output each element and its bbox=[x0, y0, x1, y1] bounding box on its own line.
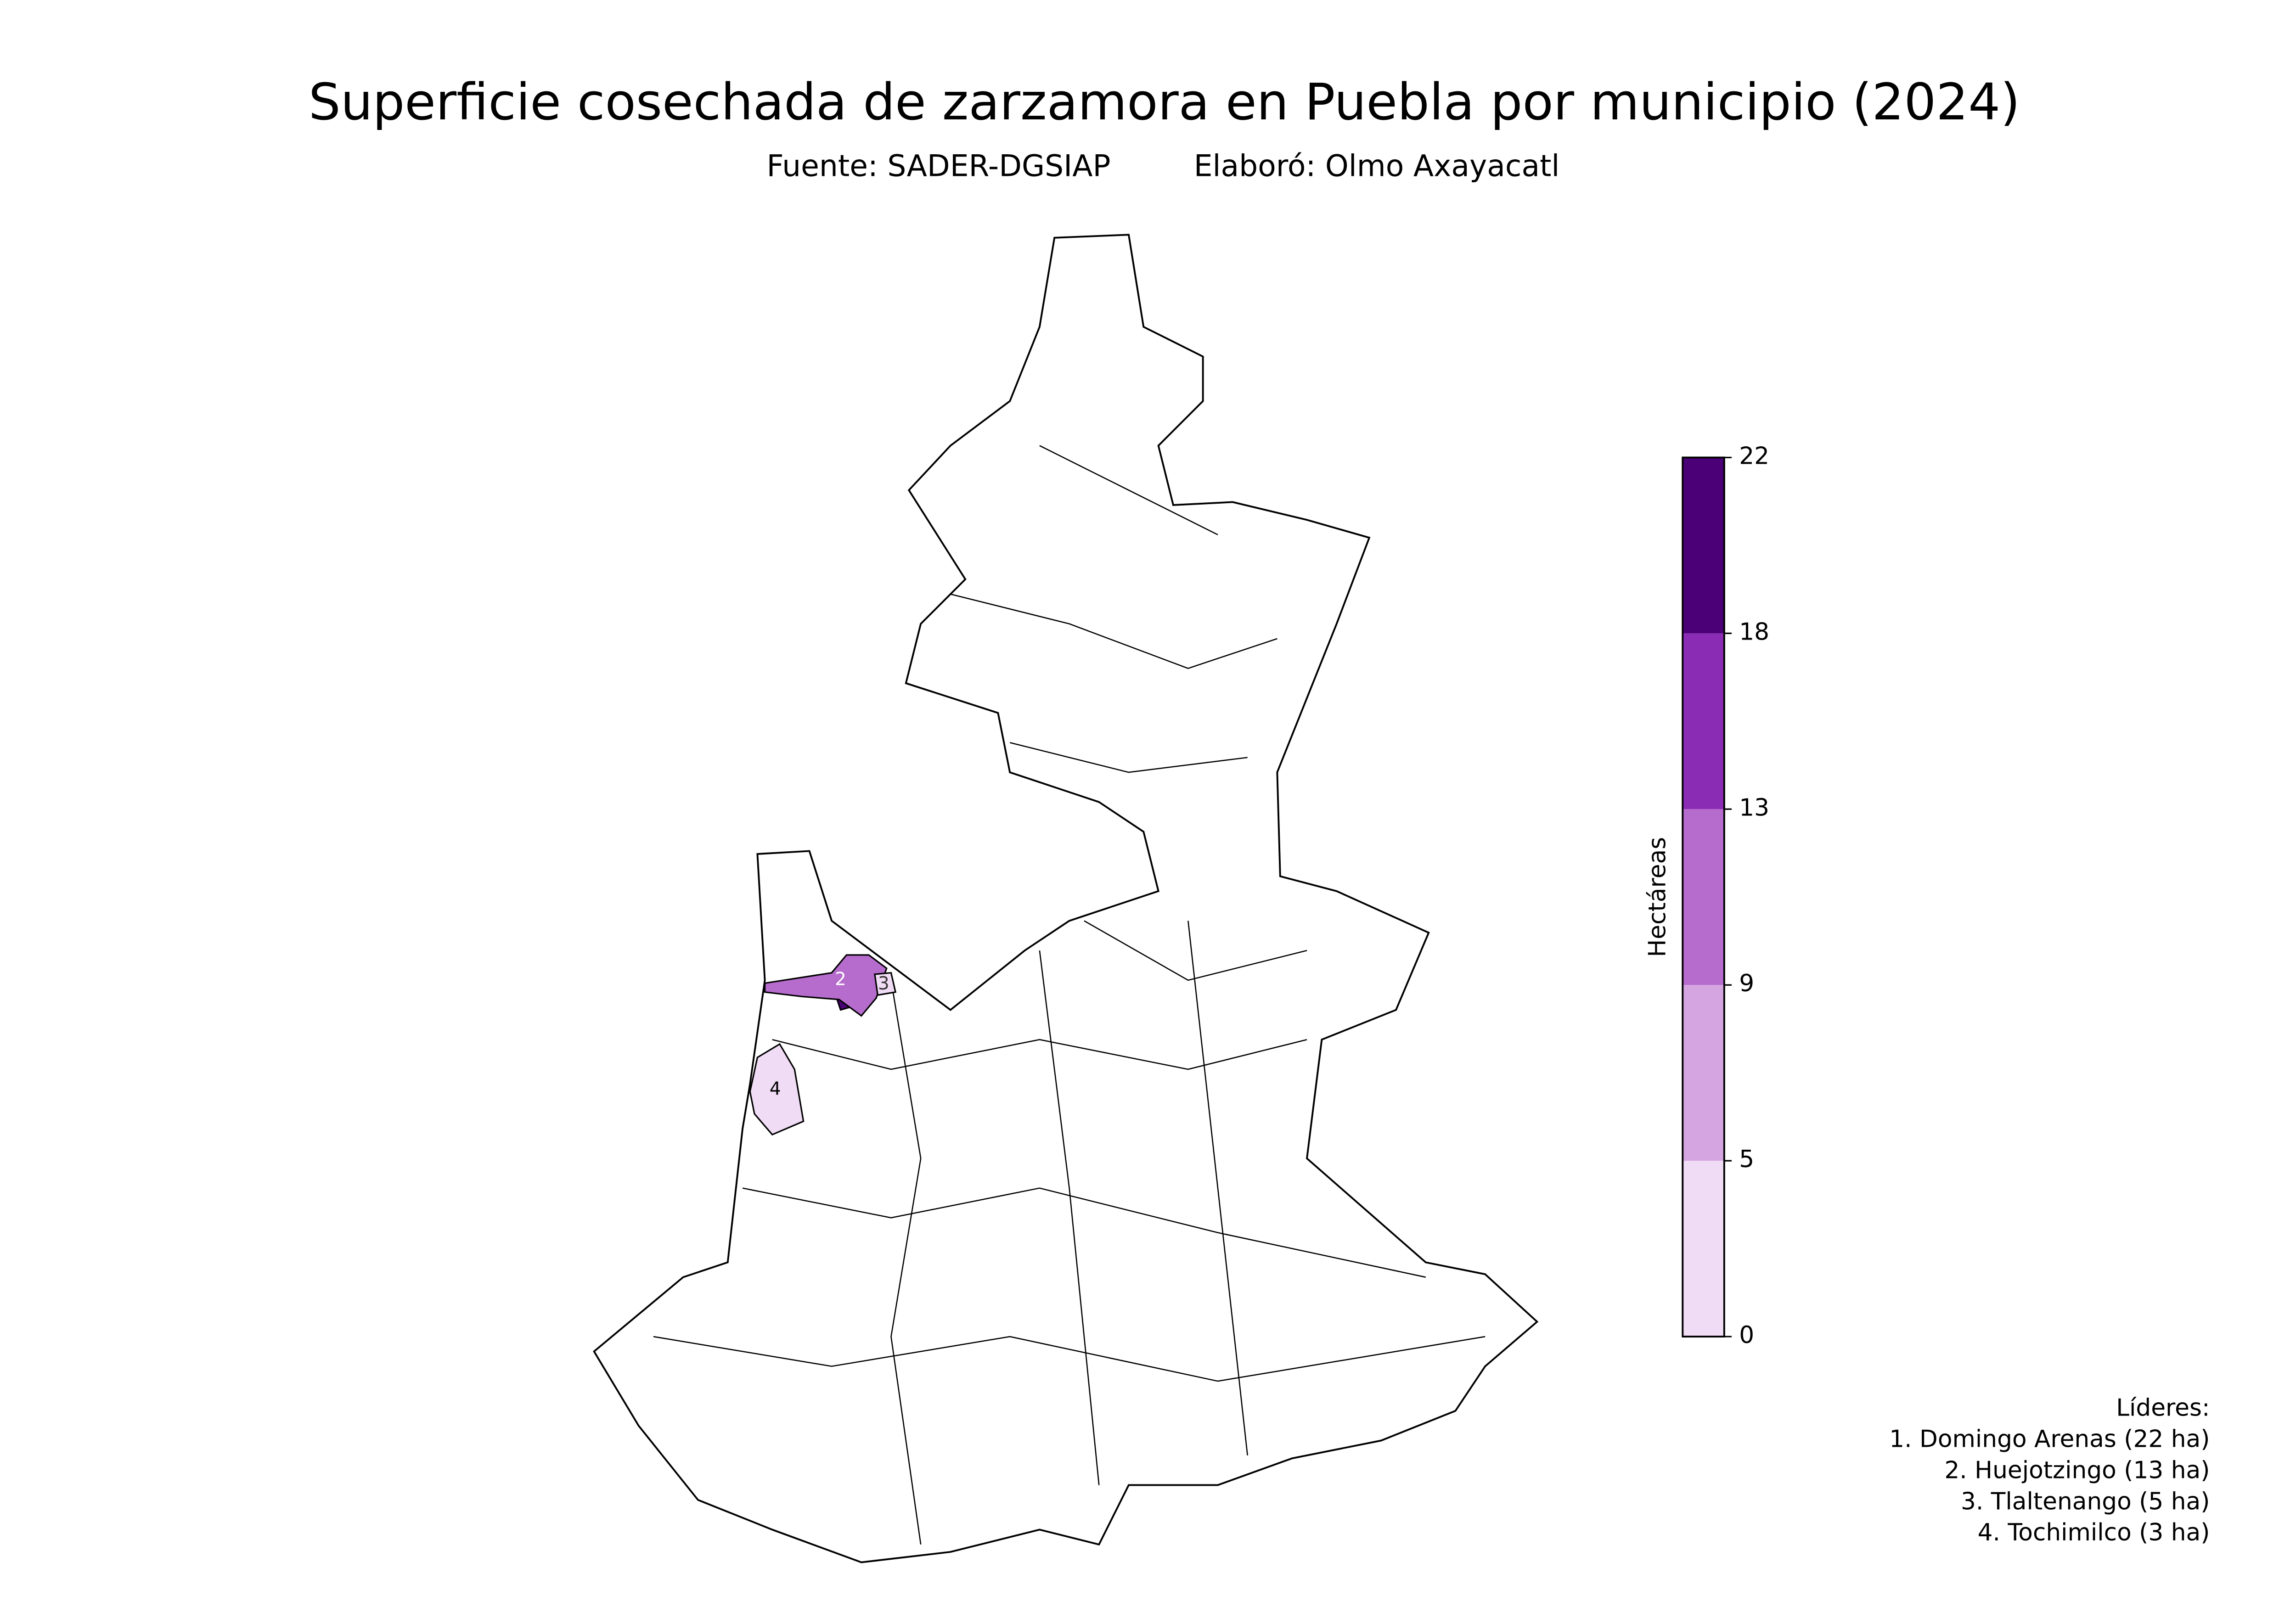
leader-item: 1. Domingo Arenas (22 ha) bbox=[1889, 1425, 2210, 1453]
internal-borders bbox=[653, 445, 1486, 1545]
colorbar-bin bbox=[1683, 985, 1724, 1161]
colorbar-bin bbox=[1683, 1161, 1724, 1337]
colorbar-tick-label: 0 bbox=[1739, 1321, 1754, 1349]
colorbar-bin bbox=[1683, 809, 1724, 985]
municipality bbox=[749, 1043, 805, 1136]
colorbar-tick-label: 5 bbox=[1739, 1146, 1754, 1173]
leader-item: 4. Tochimilco (3 ha) bbox=[1978, 1519, 2210, 1546]
municipality-label: 3 bbox=[878, 973, 889, 994]
colorbar-tick-label: 22 bbox=[1739, 442, 1769, 470]
map-title: Superficie cosechada de zarzamora en Pue… bbox=[309, 73, 2020, 131]
municipality bbox=[874, 972, 897, 996]
colorbar-tick-label: 9 bbox=[1739, 970, 1754, 997]
colorbar-frame bbox=[1682, 456, 1725, 1338]
colorbar-bin bbox=[1683, 457, 1724, 634]
leader-item: 2. Huejotzingo (13 ha) bbox=[1944, 1456, 2210, 1484]
leaders-title: Líderes: bbox=[2116, 1394, 2210, 1422]
colorbar-label: Hectáreas bbox=[1644, 837, 1671, 957]
municipality bbox=[764, 954, 888, 1017]
municipality-label: 2 bbox=[835, 969, 846, 989]
leader-item: 3. Tlaltenango (5 ha) bbox=[1961, 1488, 2210, 1515]
state-outline bbox=[593, 234, 1539, 1563]
colorbar-bin bbox=[1683, 633, 1724, 809]
author-note: Elaboró: Olmo Axayacatl bbox=[1194, 149, 1560, 183]
municipality-label: 4 bbox=[770, 1079, 781, 1100]
colorbar-tick-label: 13 bbox=[1739, 794, 1769, 821]
colorbar-tick-label: 18 bbox=[1739, 618, 1769, 646]
source-note: Fuente: SADER-DGSIAP bbox=[766, 149, 1110, 183]
